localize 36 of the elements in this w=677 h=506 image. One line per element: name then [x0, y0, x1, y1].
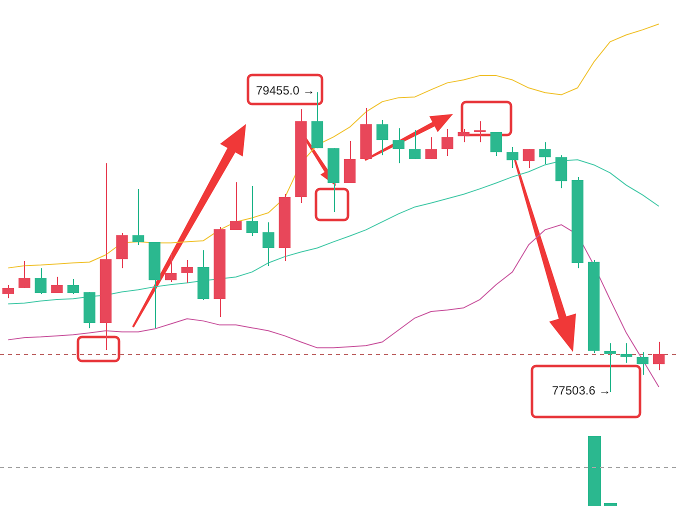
candlestick: [344, 140, 356, 184]
candlestick: [214, 226, 226, 318]
candlestick: [116, 232, 128, 269]
candlestick: [506, 146, 518, 168]
candlestick: [604, 342, 616, 393]
candlestick: [295, 108, 307, 204]
candlestick: [132, 188, 144, 246]
candlestick: [311, 92, 324, 149]
annotation: 77503.6 →: [552, 383, 611, 398]
candlestick: [588, 260, 600, 354]
candlestick: [18, 260, 30, 288]
candlestick: [181, 260, 193, 284]
candlestick: [636, 352, 648, 376]
candlestick: [360, 107, 372, 160]
candlestick: [278, 194, 291, 262]
candlestick: [522, 148, 535, 168]
candlestick: [246, 185, 258, 237]
candlestick: [392, 128, 404, 164]
candlestick: [539, 142, 551, 165]
annotation: 79455.0 →: [256, 83, 315, 98]
candlestick: [84, 292, 96, 329]
candlestick: [100, 162, 112, 351]
candlestick: [425, 136, 437, 160]
candlestick: [408, 130, 421, 160]
candlestick: [230, 182, 242, 231]
candlestick: [2, 284, 14, 299]
candlestick: [148, 242, 160, 329]
candlestick: [442, 128, 454, 156]
candlestick: [34, 268, 47, 294]
candlestick: [262, 222, 274, 267]
candlestick: [474, 120, 486, 143]
candlestick: [51, 276, 63, 294]
candlestick: [572, 176, 584, 269]
candlestick: [555, 154, 568, 189]
candlestick: [328, 148, 340, 213]
candlestick: [376, 119, 388, 156]
